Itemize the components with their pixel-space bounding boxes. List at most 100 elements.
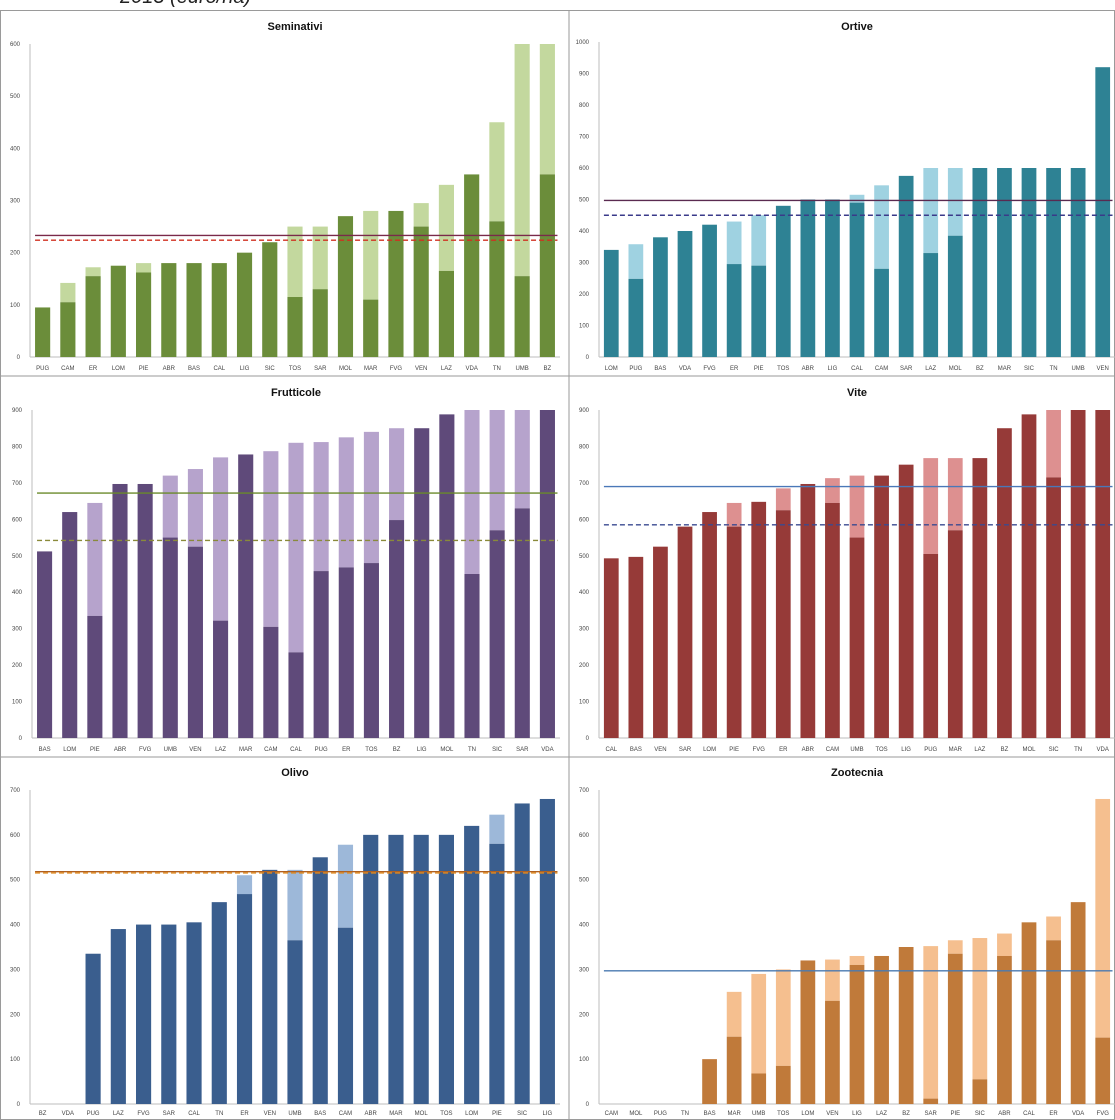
bar-pie xyxy=(87,615,103,738)
bar-tos-upper xyxy=(363,431,379,564)
x-tick-label: SAR xyxy=(925,1111,938,1117)
bar-ven xyxy=(187,546,203,738)
chart-title: Vite xyxy=(847,387,867,399)
bar-sar xyxy=(514,508,530,738)
x-tick-label: VDA xyxy=(62,1111,74,1117)
x-tick-label: PUG xyxy=(315,747,328,753)
x-tick-label: BAS xyxy=(630,747,642,753)
x-tick-label: VDA xyxy=(1097,747,1109,753)
x-tick-label: ABR xyxy=(802,366,815,372)
bar-laz xyxy=(972,458,988,738)
bar-pie-upper xyxy=(751,215,767,266)
y-tick-label: 400 xyxy=(10,923,21,929)
bar-er-upper xyxy=(85,267,101,277)
bar-bas xyxy=(312,857,328,1104)
x-tick-label: MAR xyxy=(364,366,378,372)
bar-mar-upper xyxy=(947,458,963,531)
bar-lig xyxy=(898,464,914,738)
x-tick-label: SAR xyxy=(163,1111,176,1117)
bar-sic xyxy=(514,803,530,1104)
y-tick-label: 600 xyxy=(579,833,590,839)
x-tick-label: ER xyxy=(1049,1111,1058,1117)
bar-ven xyxy=(825,1000,840,1104)
bar-umb-upper xyxy=(514,44,530,277)
bar-lig xyxy=(849,964,865,1104)
x-tick-label: ER xyxy=(730,366,739,372)
x-tick-label: MAR xyxy=(998,366,1012,372)
y-tick-label: 400 xyxy=(579,590,590,596)
chart-title: Ortive xyxy=(841,21,873,33)
figure-caption: 2013 (euro/ha) xyxy=(120,0,251,9)
bar-lig xyxy=(414,428,430,738)
x-tick-label: FVG xyxy=(703,366,716,372)
x-tick-label: ER xyxy=(240,1111,249,1117)
x-tick-label: TN xyxy=(215,1111,223,1117)
x-tick-label: MAR xyxy=(949,747,963,753)
y-tick-label: 300 xyxy=(10,967,21,973)
x-tick-label: SIC xyxy=(265,366,276,372)
x-tick-label: TN xyxy=(1074,747,1082,753)
y-tick-label: 600 xyxy=(579,166,590,172)
x-tick-label: BAS xyxy=(188,366,200,372)
x-tick-label: SIC xyxy=(1049,747,1060,753)
chart-seminativi: Seminativi 0 100 200 300 400 500 600 PUG CAM ER LOM… xyxy=(10,21,560,372)
bar-abr xyxy=(800,199,816,357)
x-tick-label: SIC xyxy=(975,1111,986,1117)
bar-umb xyxy=(1070,168,1086,357)
bar-tos-upper xyxy=(775,969,791,1066)
bar-lom xyxy=(800,960,816,1104)
x-tick-label: VEN xyxy=(415,366,427,372)
y-tick-label: 0 xyxy=(17,1102,21,1108)
x-tick-label: MOL xyxy=(1022,747,1036,753)
y-tick-label: 300 xyxy=(12,627,23,633)
x-tick-label: VEN xyxy=(826,1111,838,1117)
x-tick-label: FVG xyxy=(139,747,152,753)
bar-laz xyxy=(213,620,229,738)
x-tick-label: CAL xyxy=(851,366,863,372)
x-tick-label: SAR xyxy=(314,366,327,372)
bar-laz xyxy=(923,253,939,357)
bar-mol xyxy=(413,834,429,1104)
bar-er xyxy=(85,276,101,357)
x-tick-label: CAM xyxy=(61,366,74,372)
x-tick-label: TOS xyxy=(777,366,789,372)
x-tick-label: LOM xyxy=(605,366,618,372)
bar-vda xyxy=(1070,902,1086,1104)
bar-lom xyxy=(110,265,126,357)
chart-title: Frutticole xyxy=(271,387,321,399)
bar-mar xyxy=(363,299,379,357)
x-tick-label: MAR xyxy=(239,747,253,753)
y-tick-label: 200 xyxy=(10,251,21,257)
bar-lig xyxy=(539,798,555,1104)
x-tick-label: PUG xyxy=(924,747,937,753)
y-tick-label: 500 xyxy=(579,198,590,204)
y-tick-label: 300 xyxy=(579,627,590,633)
bar-cal xyxy=(186,922,202,1104)
bar-er xyxy=(338,567,354,738)
bar-fvg xyxy=(388,210,404,357)
y-tick-label: 500 xyxy=(12,554,23,560)
bar-mar-upper xyxy=(726,991,742,1037)
x-tick-label: SIC xyxy=(1024,366,1035,372)
x-tick-label: ABR xyxy=(365,1111,378,1117)
bar-lig xyxy=(236,252,253,357)
bar-tn-upper xyxy=(464,410,480,574)
chart-olivo: Olivo 0 100 200 300 400 500 600 700 BZ VDA PUG LAZ FV… xyxy=(10,767,560,1117)
bar-mar xyxy=(947,530,963,738)
bar-bas xyxy=(702,1059,717,1104)
x-tick-label: BZ xyxy=(1001,747,1009,753)
x-tick-label: CAL xyxy=(188,1111,200,1117)
x-tick-label: ER xyxy=(89,366,98,372)
x-tick-label: PUG xyxy=(87,1111,100,1117)
bar-er xyxy=(726,264,742,357)
x-tick-label: MOL xyxy=(949,366,963,372)
x-tick-label: TOS xyxy=(875,747,887,753)
y-tick-label: 300 xyxy=(10,199,21,205)
x-tick-label: UMB xyxy=(164,747,177,753)
bar-tos xyxy=(363,563,379,738)
bar-ven-upper xyxy=(413,203,429,227)
bar-bz-upper xyxy=(389,428,405,521)
x-tick-label: MOL xyxy=(629,1111,643,1117)
bar-pug-upper xyxy=(628,244,644,279)
x-tick-label: FVG xyxy=(390,366,403,372)
